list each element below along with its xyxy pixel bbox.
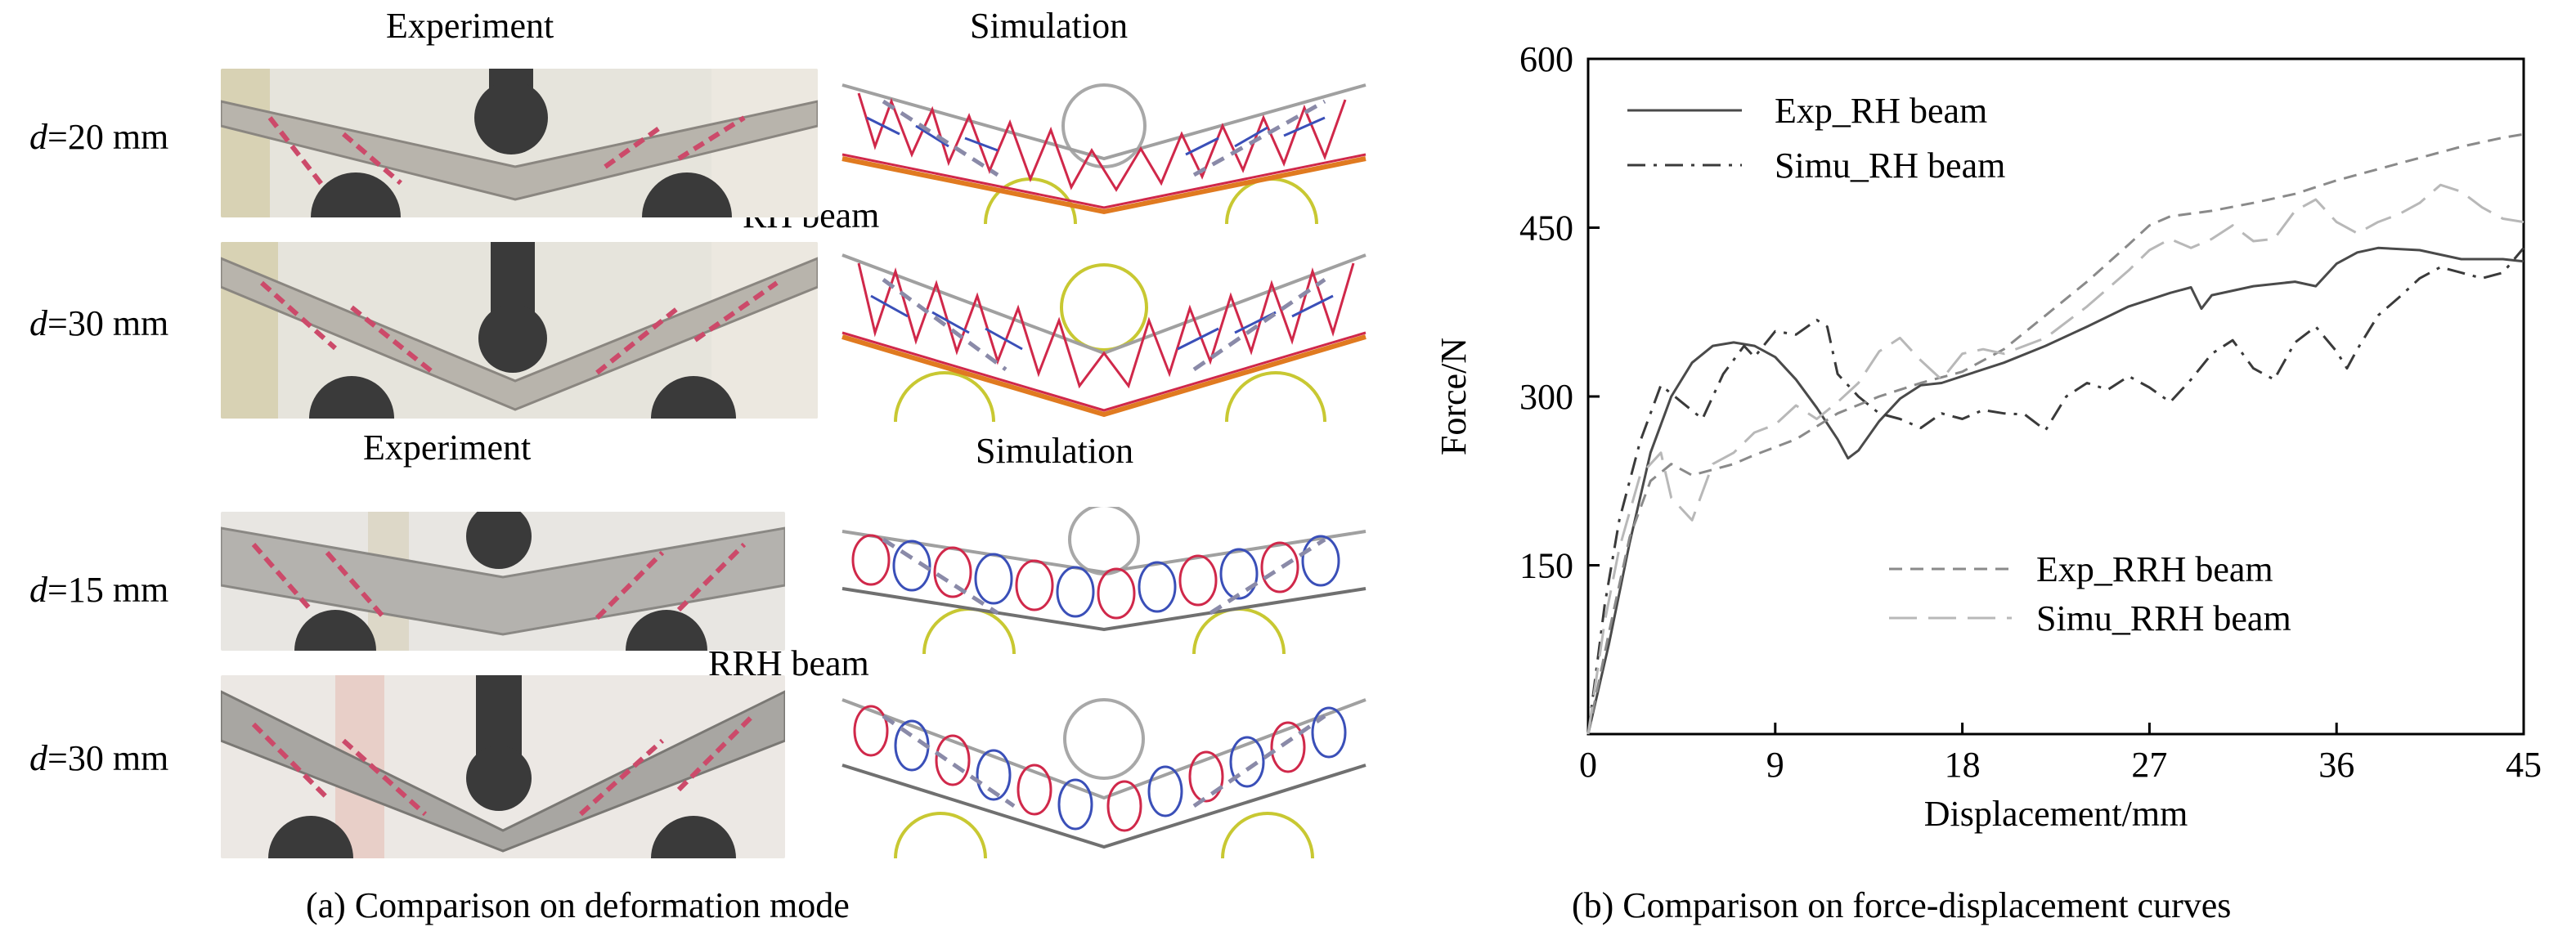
y-axis-label: Force/N <box>1434 338 1474 455</box>
simulation-header-rrh: Simulation <box>976 431 1134 471</box>
experiment-photo-rh-30mm <box>221 242 818 419</box>
x-tick-label-0: 0 <box>1579 745 1597 785</box>
legend-label-top-1: Simu_RH beam <box>1775 146 2005 186</box>
y-tick-label-2: 450 <box>1519 208 1573 249</box>
legend-label-top-0: Exp_RH beam <box>1775 91 1987 131</box>
d-label-row3: d=15 mm <box>29 570 169 610</box>
x-tick-label-2: 18 <box>1945 745 1981 785</box>
legend-label-bottom-1: Simu_RRH beam <box>2036 598 2291 638</box>
d-label-row2: d=30 mm <box>29 303 169 343</box>
experiment-photo-rh-20mm <box>221 69 818 217</box>
series-line-exp-rrh-beam <box>1586 132 2524 735</box>
simulation-render-rh-20mm <box>834 69 1374 224</box>
x-tick-label-5: 45 <box>2506 745 2542 785</box>
simulation-render-rh-30mm <box>834 239 1374 422</box>
experiment-header-rrh: Experiment <box>363 428 532 468</box>
x-tick-label-4: 36 <box>2318 745 2354 785</box>
force-displacement-chart: 0 9 18 27 36 45 150 300 450 600 Displacement/mm For… <box>1434 39 2542 834</box>
simulation-render-rrh-30mm <box>834 683 1374 858</box>
simulation-header-rh: Simulation <box>970 6 1129 46</box>
experiment-photo-rrh-15mm <box>221 512 785 651</box>
y-tick-label-1: 300 <box>1519 377 1573 417</box>
experiment-photo-rrh-30mm <box>221 675 785 858</box>
x-tick-label-1: 9 <box>1766 745 1784 785</box>
series-line-exp-rh-beam <box>1586 246 2524 735</box>
d-label-row1: d=20 mm <box>29 117 169 157</box>
caption-b: (b) Comparison on force-displacement cur… <box>1572 885 2232 925</box>
experiment-header-rh: Experiment <box>386 6 554 46</box>
caption-a: (a) Comparison on deformation mode <box>306 885 850 925</box>
y-tick-label-3: 600 <box>1519 39 1573 79</box>
x-tick-label-3: 27 <box>2131 745 2167 785</box>
legend-label-bottom-0: Exp_RRH beam <box>2036 549 2273 589</box>
series-line-simu-rh-beam <box>1586 247 2525 735</box>
d-label-row4: d=30 mm <box>29 738 169 778</box>
series-line-simu-rrh-beam <box>1586 183 2524 735</box>
y-tick-label-0: 150 <box>1519 546 1573 586</box>
x-axis-label: Displacement/mm <box>1924 794 2188 834</box>
simulation-render-rrh-15mm <box>834 507 1374 654</box>
